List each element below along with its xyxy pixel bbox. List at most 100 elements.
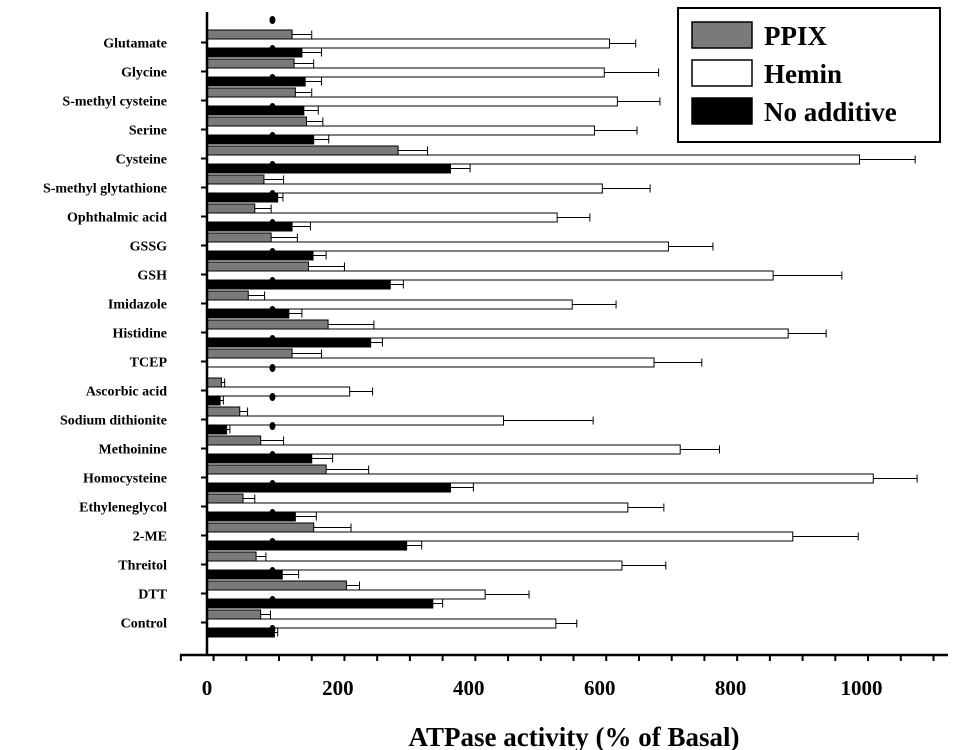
bar-layer <box>206 29 874 638</box>
category-label-glutamate: Glutamate <box>103 37 167 52</box>
reference-dot <box>269 538 276 546</box>
reference-dot <box>269 248 276 256</box>
bar-no-additive-homocysteine <box>206 482 451 493</box>
bar-hemin-imidazole <box>206 299 573 310</box>
bar-ppix-threitol <box>206 551 257 562</box>
bar-ppix-ethyleneglycol <box>206 493 244 504</box>
category-label-s-methyl-cysteine: S-methyl cysteine <box>62 95 167 110</box>
bar-hemin-gssg <box>206 241 669 252</box>
x-axis-title: ATPase activity (% of Basal) <box>409 722 740 750</box>
x-tick-label-0: 0 <box>202 676 213 700</box>
bar-hemin-2-me <box>206 531 794 542</box>
category-label-histidine: Histidine <box>113 327 167 342</box>
bar-hemin-s-methyl-cysteine <box>206 96 618 107</box>
category-label-2-me: 2-ME <box>133 530 167 545</box>
bar-hemin-homocysteine <box>206 473 874 484</box>
bar-no-additive-imidazole <box>206 308 290 319</box>
category-label-ethyleneglycol: Ethyleneglycol <box>79 501 167 516</box>
x-tick-label-400: 400 <box>453 676 485 700</box>
category-label-s-methyl-glytathione: S-methyl glytathione <box>43 182 167 197</box>
bar-no-additive-gsh <box>206 279 391 290</box>
category-label-control: Control <box>121 617 168 632</box>
bar-hemin-ascorbic-acid <box>206 386 351 397</box>
x-tick-label-600: 600 <box>584 676 616 700</box>
reference-dot <box>269 45 276 53</box>
reference-dot <box>269 277 276 285</box>
bar-no-additive-glycine <box>206 76 306 87</box>
reference-dot <box>269 190 276 198</box>
bar-no-additive-s-methyl-glytathione <box>206 192 279 203</box>
bar-ppix-control <box>206 609 262 620</box>
x-tick-label-1000: 1000 <box>841 676 883 700</box>
bar-ppix-methoinine <box>206 435 262 446</box>
category-label-gsh: GSH <box>137 269 167 284</box>
reference-dot <box>269 422 276 430</box>
bar-hemin-glutamate <box>206 38 611 49</box>
bar-hemin-threitol <box>206 560 623 571</box>
legend-label-no-additive: No additive <box>764 97 897 127</box>
category-label-ascorbic-acid: Ascorbic acid <box>86 385 167 400</box>
y-axis-category-labels: Glutamate Glycine S-methyl cysteine Serine C… <box>43 37 168 632</box>
bar-hemin-serine <box>206 125 595 136</box>
legend: PPIX Hemin No additive <box>677 7 941 143</box>
bar-hemin-control <box>206 618 557 629</box>
bar-hemin-dtt <box>206 589 486 600</box>
x-tick-label-800: 800 <box>715 676 747 700</box>
bar-ppix-ascorbic-acid <box>206 377 222 388</box>
bar-no-additive-cysteine <box>206 163 451 174</box>
reference-dot <box>269 480 276 488</box>
category-label-cysteine: Cysteine <box>116 153 167 168</box>
bar-ppix-sodium-dithionite <box>206 406 241 417</box>
reference-dot <box>269 74 276 82</box>
bar-ppix-serine <box>206 116 307 127</box>
bar-ppix-gssg <box>206 232 272 243</box>
x-tick-label-200: 200 <box>322 676 354 700</box>
bar-ppix-dtt <box>206 580 347 591</box>
category-label-glycine: Glycine <box>121 66 167 81</box>
bar-hemin-glycine <box>206 67 605 78</box>
reference-dot <box>269 451 276 459</box>
bar-no-additive-glutamate <box>206 47 303 58</box>
bar-no-additive-control <box>206 627 275 638</box>
legend-label-ppix: PPIX <box>764 21 827 51</box>
legend-label-hemin: Hemin <box>764 59 842 89</box>
bar-no-additive-s-methyl-cysteine <box>206 105 305 116</box>
category-label-imidazole: Imidazole <box>108 298 167 313</box>
bar-no-additive-sodium-dithionite <box>206 424 228 435</box>
legend-swatch-no-additive <box>691 97 753 125</box>
bar-ppix-histidine <box>206 319 329 330</box>
bar-ppix-s-methyl-cysteine <box>206 87 296 98</box>
bar-ppix-s-methyl-glytathione <box>206 174 265 185</box>
bar-ppix-glutamate <box>206 29 293 40</box>
bar-hemin-cysteine <box>206 154 861 165</box>
reference-dot <box>269 132 276 140</box>
bar-ppix-glycine <box>206 58 295 69</box>
bar-ppix-homocysteine <box>206 464 327 475</box>
bar-ppix-2-me <box>206 522 315 533</box>
bar-no-additive-ascorbic-acid <box>206 395 221 406</box>
category-label-dtt: DTT <box>138 588 167 603</box>
bar-no-additive-serine <box>206 134 315 145</box>
reference-dot <box>269 219 276 227</box>
category-label-sodium-dithionite: Sodium dithionite <box>60 414 167 429</box>
bar-no-additive-histidine <box>206 337 372 348</box>
reference-dot <box>269 103 276 111</box>
legend-swatch-hemin <box>691 59 753 87</box>
bar-no-additive-methoinine <box>206 453 313 464</box>
reference-dot <box>269 306 276 314</box>
reference-dot <box>269 16 276 24</box>
error-bar-layer <box>220 30 918 637</box>
category-label-ophthalmic-acid: Ophthalmic acid <box>67 211 167 226</box>
category-label-methoinine: Methoinine <box>99 443 167 458</box>
bar-ppix-cysteine <box>206 145 399 156</box>
bar-no-additive-dtt <box>206 598 434 609</box>
category-label-serine: Serine <box>129 124 167 139</box>
bar-ppix-tcep <box>206 348 293 359</box>
bar-hemin-s-methyl-glytathione <box>206 183 603 194</box>
legend-swatch-ppix <box>691 21 753 49</box>
category-label-tcep: TCEP <box>130 356 168 371</box>
bar-no-additive-2-me <box>206 540 408 551</box>
reference-dot <box>269 393 276 401</box>
bar-ppix-imidazole <box>206 290 249 301</box>
